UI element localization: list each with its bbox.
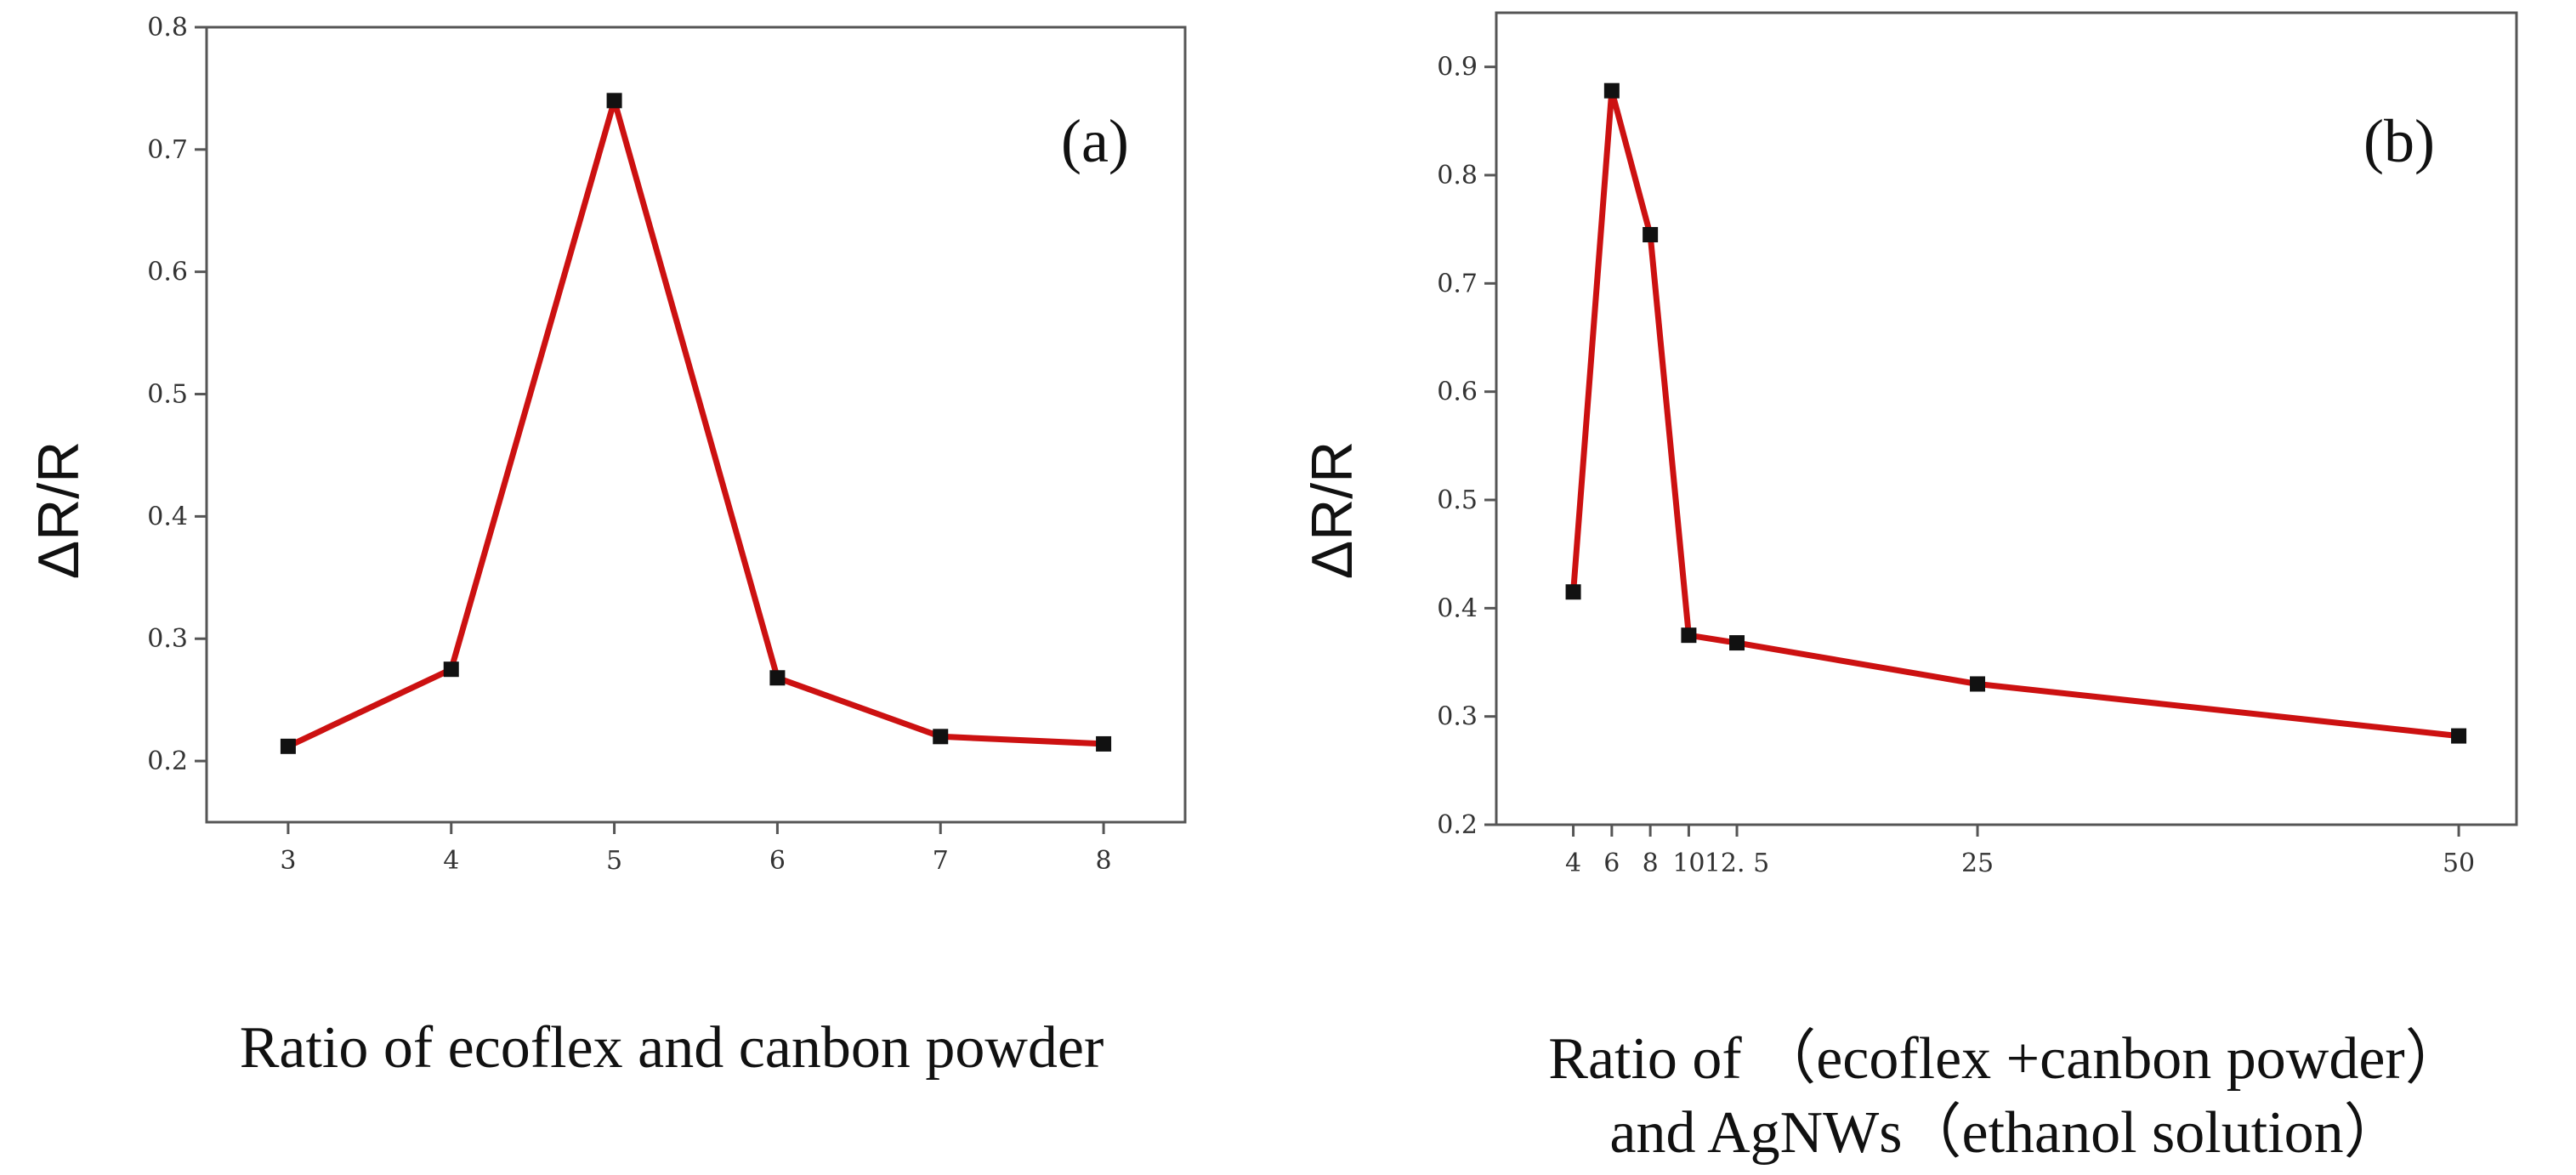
y-tick-label: 0.2: [1437, 810, 1478, 840]
y-tick-label: 0.4: [1437, 593, 1478, 623]
data-point: [1729, 635, 1745, 651]
x-axis-label-b-line2: and AgNWs（ethanol solution）: [1609, 1100, 2403, 1166]
data-markers-b: [1565, 82, 2467, 744]
x-tick-label: 8: [1096, 846, 1112, 876]
series-line-b: [1570, 88, 2460, 740]
data-point: [1643, 227, 1659, 243]
y-tick-label: 0.6: [1437, 377, 1478, 407]
data-point: [280, 738, 296, 754]
plot-frame-b: [1495, 11, 2518, 826]
y-axis-ticks-b: 0.2 0.3 0.4 0.5 0.6 0.7 0.8 0.9: [1437, 53, 1496, 840]
y-tick-label: 0.2: [147, 746, 188, 776]
y-axis-label-a: ΔR/R: [26, 441, 91, 580]
data-point: [769, 670, 786, 686]
x-tick-label: 6: [1603, 849, 1620, 878]
x-tick-label: 12. 5: [1705, 849, 1769, 878]
data-point: [1970, 676, 1986, 692]
panel-label-a: (a): [1061, 107, 1129, 175]
x-tick-label: 7: [933, 846, 949, 876]
y-axis-label-b: ΔR/R: [1300, 441, 1365, 580]
x-tick-label: 5: [606, 846, 622, 876]
data-point: [933, 729, 949, 745]
y-tick-label: 0.6: [147, 258, 188, 287]
y-tick-label: 0.5: [1437, 485, 1478, 515]
panel-label-b: (b): [2363, 107, 2435, 175]
y-tick-label: 0.3: [147, 624, 188, 654]
data-point: [2451, 728, 2467, 744]
y-axis-ticks-a: 0.2 0.3 0.4 0.5 0.6 0.7 0.8: [147, 13, 207, 776]
x-tick-label: 6: [769, 846, 786, 876]
chart-panel-b: 0.20.30.40.50.60.70.80.9 4 6 8 10 12. 5 25 50 …: [1300, 11, 2518, 1166]
data-markers-a: [280, 93, 1112, 754]
x-tick-label: 4: [443, 846, 459, 876]
data-point: [1603, 82, 1620, 99]
data-point: [443, 661, 459, 678]
x-tick-label: 50: [2443, 849, 2475, 878]
x-tick-label: 3: [280, 846, 296, 876]
series-line-a: [287, 97, 1104, 749]
x-tick-label: 4: [1565, 849, 1581, 878]
x-axis-ticks-b: 4 6 8 10 12. 5 25 50: [1565, 825, 2475, 878]
y-tick-label: 0.4: [147, 502, 188, 531]
y-tick-label: 0.8: [1437, 161, 1478, 190]
data-point: [606, 93, 622, 109]
x-tick-label: 10: [1672, 849, 1705, 878]
plot-frame-a: [205, 26, 1187, 824]
x-axis-label-b-line1: Ratio of （ecoflex +canbon powder）: [1548, 1026, 2464, 1092]
y-tick-label: 0.7: [1437, 269, 1478, 298]
x-tick-label: 8: [1643, 849, 1659, 878]
y-tick-label: 0.7: [147, 135, 188, 165]
y-tick-label: 0.8: [147, 13, 188, 43]
data-point: [1096, 735, 1112, 752]
x-tick-label: 25: [1961, 849, 1994, 878]
chart-panel-a: 0.2 0.3 0.4 0.5 0.6 0.7 0.8 3 4 5 6 7 8 (a) ΔR/R Ra…: [26, 13, 1187, 1081]
y-tick-label: 0.3: [1437, 702, 1478, 732]
x-axis-label-a: Ratio of ecoflex and canbon powder: [240, 1015, 1104, 1081]
y-tick-label: 0.9: [1437, 53, 1478, 82]
y-tick-label: 0.5: [147, 380, 188, 410]
x-axis-ticks-a: 3 4 5 6 7 8: [280, 822, 1112, 876]
data-point: [1681, 627, 1697, 644]
data-point: [1565, 584, 1581, 600]
